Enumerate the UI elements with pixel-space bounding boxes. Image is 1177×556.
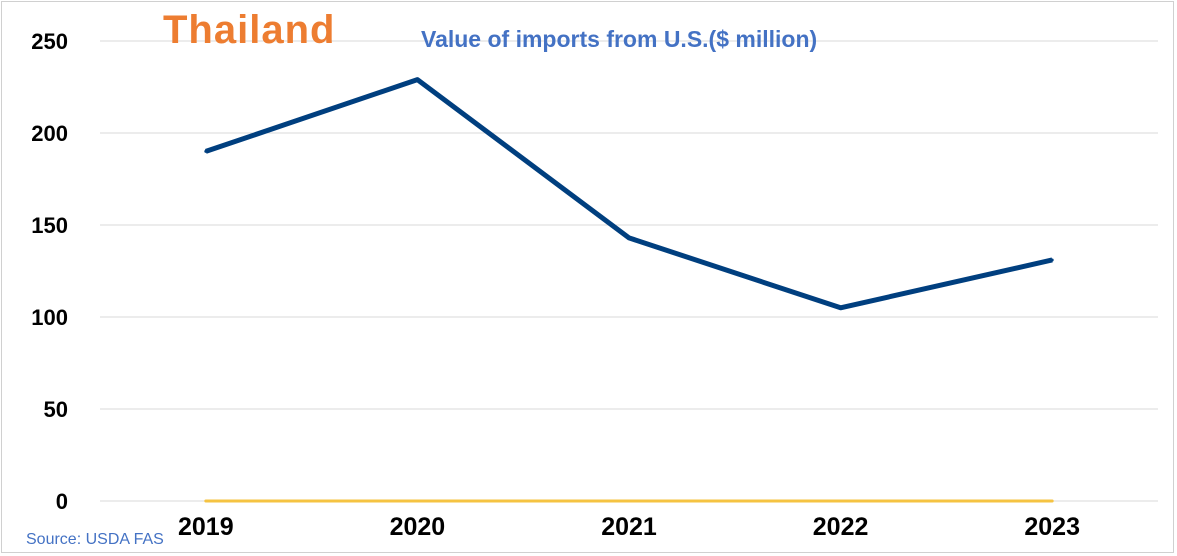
x-tick-label: 2019 (178, 513, 234, 541)
data-point (839, 306, 843, 310)
y-tick-label: 150 (31, 213, 68, 238)
x-tick-label: 2020 (390, 513, 446, 541)
data-point (204, 499, 208, 503)
y-tick-label: 250 (31, 29, 68, 54)
y-tick-label: 0 (56, 489, 68, 514)
chart-subtitle: Value of imports from U.S.($ million) (421, 26, 818, 52)
y-tick-label: 50 (44, 397, 68, 422)
data-point (839, 499, 843, 503)
data-point (627, 236, 631, 240)
chart-title: Thailand (163, 8, 336, 52)
data-point (415, 499, 419, 503)
series-line-0 (204, 77, 1053, 311)
data-point (204, 149, 208, 153)
x-tick-label: 2021 (601, 513, 657, 541)
data-point (627, 499, 631, 503)
data-point (415, 78, 419, 82)
source-note: Source: USDA FAS (26, 531, 164, 548)
x-tick-label: 2022 (813, 513, 869, 541)
y-tick-label: 100 (31, 305, 68, 330)
y-tick-label: 200 (31, 121, 68, 146)
data-point (1050, 258, 1054, 262)
x-tick-label: 2023 (1024, 513, 1080, 541)
data-point (1050, 499, 1054, 503)
